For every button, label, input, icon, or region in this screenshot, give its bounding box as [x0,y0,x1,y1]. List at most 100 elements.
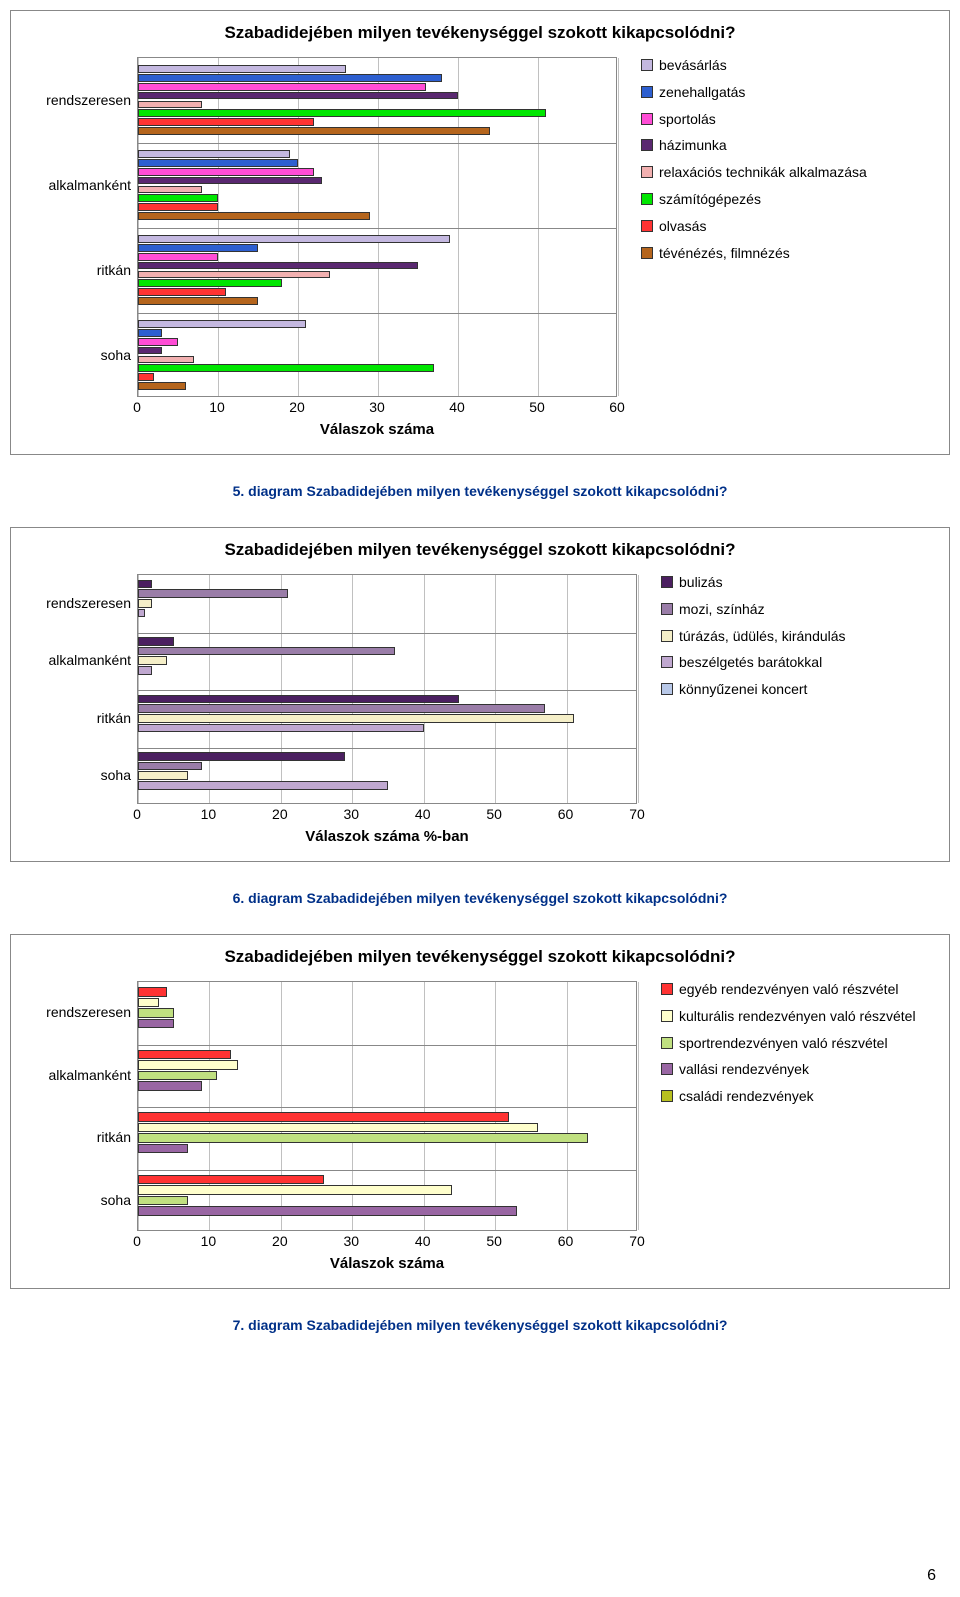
legend-label: vallási rendezvények [679,1061,809,1078]
legend-label: túrázás, üdülés, kirándulás [679,628,846,645]
legend-label: bulizás [679,574,723,591]
legend-item: zenehallgatás [641,84,867,101]
chart-body: rendszeresenalkalmankéntritkánsoha010203… [27,981,933,1272]
gridline [281,575,282,803]
bar [138,83,426,91]
bar [138,589,288,598]
legend-swatch [661,1037,673,1049]
bar [138,599,152,608]
bar [138,762,202,771]
gridline [209,575,210,803]
legend-swatch [661,1010,673,1022]
bar [138,338,178,346]
bar [138,1081,202,1091]
legend: bulizás mozi, színház túrázás, üdülés, kir… [661,574,846,698]
legend-swatch [641,139,653,151]
x-tick-label: 0 [133,806,141,822]
chart-caption: 6. diagram Szabadidejében milyen tevéken… [10,890,950,906]
bar [138,288,226,296]
bar [138,127,490,135]
legend-swatch [641,247,653,259]
legend-item: beszélgetés barátokkal [661,654,846,671]
bar [138,203,218,211]
bar [138,1133,588,1143]
x-tick-label: 40 [415,1233,431,1249]
chart-1: Szabadidejében milyen tevékenységgel szo… [10,10,950,455]
bar [138,1206,517,1216]
legend-label: könnyűzenei koncert [679,681,807,698]
category-tick [138,228,616,229]
bar [138,101,202,109]
legend-label: olvasás [659,218,706,235]
bar [138,356,194,364]
plot-area [137,57,617,397]
bar [138,235,450,243]
legend-label: relaxációs technikák alkalmazása [659,164,867,181]
legend-label: bevásárlás [659,57,727,74]
category-tick [138,633,636,634]
legend-label: mozi, színház [679,601,765,618]
legend-item: relaxációs technikák alkalmazása [641,164,867,181]
bar [138,704,545,713]
bar [138,637,174,646]
legend-swatch [641,220,653,232]
y-axis-label: alkalmanként [27,652,131,668]
bar [138,1144,188,1154]
chart-title: Szabadidejében milyen tevékenységgel szo… [27,23,933,43]
y-axis-label: alkalmanként [27,177,131,193]
bar [138,244,258,252]
legend-swatch [661,656,673,668]
category-tick [138,748,636,749]
legend-label: beszélgetés barátokkal [679,654,822,671]
legend-item: házimunka [641,137,867,154]
bar [138,1019,174,1029]
y-axis-labels: rendszeresenalkalmankéntritkánsoha [27,981,137,1231]
legend-swatch [641,166,653,178]
bar [138,320,306,328]
legend-label: házimunka [659,137,727,154]
bar [138,118,314,126]
bar [138,609,145,618]
gridline [352,575,353,803]
legend: egyéb rendezvényen való részvételkulturá… [661,981,916,1105]
legend-swatch [661,683,673,695]
bar [138,771,188,780]
bar [138,279,282,287]
legend-item: vallási rendezvények [661,1061,916,1078]
bar [138,177,322,185]
y-axis-label: alkalmanként [27,1067,131,1083]
bar [138,1050,231,1060]
bar [138,1060,238,1070]
bar [138,656,167,665]
legend-item: tévénézés, filmnézés [641,245,867,262]
gridline [618,58,619,396]
gridline [424,575,425,803]
legend-swatch [661,630,673,642]
legend-label: sportrendezvényen való részvétel [679,1035,888,1052]
legend-swatch [641,86,653,98]
legend-label: tévénézés, filmnézés [659,245,790,262]
legend-label: egyéb rendezvényen való részvétel [679,981,898,998]
category-tick [138,143,616,144]
x-tick-label: 60 [558,806,574,822]
bar [138,297,258,305]
category-tick [138,1045,636,1046]
category-tick [138,313,616,314]
x-tick-label: 60 [609,399,625,415]
x-tick-label: 40 [449,399,465,415]
bar [138,271,330,279]
bar [138,1112,509,1122]
y-axis-label: rendszeresen [27,595,131,611]
x-tick-label: 70 [629,1233,645,1249]
chart-title: Szabadidejében milyen tevékenységgel szo… [27,947,933,967]
gridline [638,575,639,803]
y-axis-label: rendszeresen [27,1004,131,1020]
gridline [495,575,496,803]
y-axis-label: ritkán [27,1129,131,1145]
y-axis-label: soha [27,767,131,783]
x-tick-label: 10 [201,806,217,822]
bar [138,262,418,270]
x-tick-label: 0 [133,399,141,415]
bar [138,253,218,261]
bar [138,329,162,337]
